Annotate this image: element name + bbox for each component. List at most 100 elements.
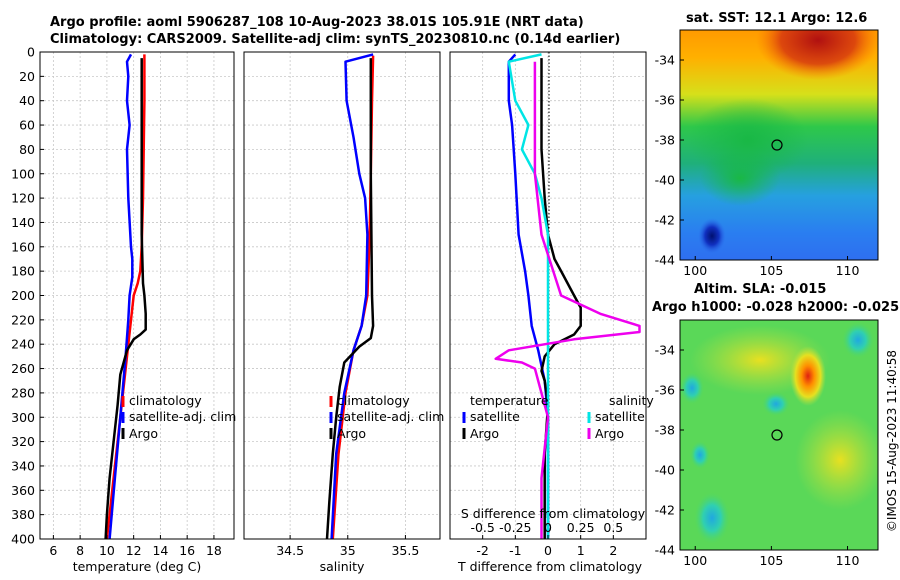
x-tick-label: 34.5 xyxy=(276,543,304,558)
map-y-tick-label: -38 xyxy=(655,423,675,438)
map-y-tick-label: -34 xyxy=(655,343,675,358)
map-x-tick-label: 100 xyxy=(683,263,707,278)
legend-heading-temperature: temperature xyxy=(470,393,549,408)
s-tick-label: -0.5 xyxy=(470,520,494,535)
x-tick-label: 16 xyxy=(179,543,195,558)
temperature-grid xyxy=(40,52,234,539)
difference-legend: temperature salinity satellite Argo sate… xyxy=(462,393,654,441)
salinity-x-label: salinity xyxy=(320,559,365,574)
map-y-tick-label: -44 xyxy=(655,543,675,558)
s-tick-label: 0.5 xyxy=(603,520,623,535)
salinity-frame xyxy=(243,51,441,540)
y-tick-label: 380 xyxy=(11,507,35,522)
y-tick-label: 320 xyxy=(11,434,35,449)
series-line-salinity-satellite xyxy=(507,53,550,539)
sla-low-patch-5 xyxy=(690,441,710,469)
depth-y-ticks: 0 20 40 60 80 100 120 140 160 180 200 220 240 260 280 3… xyxy=(11,45,44,547)
x-tick-label: 2 xyxy=(609,543,617,558)
y-tick-label: 400 xyxy=(11,532,35,547)
map-x-tick-label: 105 xyxy=(759,553,783,568)
temperature-legend: climatology satellite-adj. clim Argo xyxy=(121,393,236,441)
s-tick-label: -0.25 xyxy=(499,520,531,535)
series-line-argo xyxy=(104,58,147,539)
legend-label-t-argo: Argo xyxy=(470,426,499,441)
map-y-tick-label: -38 xyxy=(655,133,675,148)
sla-low-patch-4 xyxy=(842,322,874,358)
y-tick-label: 40 xyxy=(19,93,35,108)
series-line-satellite-adj-clim xyxy=(108,53,134,539)
x-tick-label: 8 xyxy=(76,543,84,558)
y-tick-label: 280 xyxy=(11,385,35,400)
y-tick-label: 100 xyxy=(11,166,35,181)
sla-map-title: Altim. SLA: -0.015 xyxy=(694,282,827,297)
x-tick-label: 35 xyxy=(340,543,356,558)
x-tick-label: 6 xyxy=(49,543,57,558)
y-tick-label: 80 xyxy=(19,142,35,157)
map-y-tick-label: -34 xyxy=(655,53,675,68)
y-tick-label: 140 xyxy=(11,215,35,230)
difference-panel: -2 -1 0 1 2 T difference from climatology S … xyxy=(449,51,654,574)
temperature-series xyxy=(104,53,147,539)
s-difference-label: S difference from climatology xyxy=(461,506,646,521)
argo-location-marker xyxy=(771,139,783,151)
x-tick-label: -2 xyxy=(476,543,488,558)
y-tick-label: 340 xyxy=(11,458,35,473)
y-tick-label: 240 xyxy=(11,337,35,352)
legend-label-t-satellite: satellite xyxy=(470,409,520,424)
y-tick-label: 20 xyxy=(19,69,35,84)
difference-x-ticks: -2 -1 0 1 2 xyxy=(476,535,617,558)
argo-location-marker xyxy=(771,429,783,441)
legend-label-s-satellite: satellite xyxy=(595,409,645,424)
legend-label-s-argo: Argo xyxy=(595,426,624,441)
map-x-tick-label: 110 xyxy=(836,263,860,278)
x-tick-label: 35.5 xyxy=(391,543,419,558)
salinity-grid xyxy=(244,52,440,539)
y-tick-label: 260 xyxy=(11,361,35,376)
y-tick-label: 160 xyxy=(11,239,35,254)
y-tick-label: 0 xyxy=(27,45,35,60)
legend-label-climatology: climatology xyxy=(337,393,410,408)
salinity-legend: climatology satellite-adj. clim Argo xyxy=(329,393,444,441)
y-tick-label: 220 xyxy=(11,312,35,327)
x-tick-label: 0 xyxy=(544,543,552,558)
x-tick-label: 10 xyxy=(99,543,115,558)
legend-label-argo: Argo xyxy=(337,426,366,441)
sla-high-patch xyxy=(790,346,826,406)
map-y-tick-label: -42 xyxy=(655,503,675,518)
sst-map-ticks: 100 105 110 -34 -36 -38 -40 -42 -44 xyxy=(655,53,860,279)
legend-label-satellite: satellite-adj. clim xyxy=(129,409,236,424)
y-tick-label: 120 xyxy=(11,191,35,206)
salinity-x-ticks: 34.5 35 35.5 xyxy=(276,535,419,558)
x-tick-label: 14 xyxy=(152,543,168,558)
s-difference-ticks: -0.5 -0.25 0 0.25 0.5 xyxy=(470,520,623,535)
sla-low-patch-2 xyxy=(762,392,790,416)
figure-title-line2: Climatology: CARS2009. Satellite-adj cli… xyxy=(50,32,621,47)
sla-map: 100 105 110 -34 -36 -38 -40 -42 -44 xyxy=(655,319,879,568)
sla-map-frame xyxy=(679,319,879,551)
sla-low-patch-3 xyxy=(680,372,704,404)
sst-map: 100 105 110 -34 -36 -38 -40 -42 -44 xyxy=(655,29,879,279)
map-x-tick-label: 100 xyxy=(683,553,707,568)
difference-x-label: T difference from climatology xyxy=(457,559,643,574)
legend-heading-salinity: salinity xyxy=(609,393,654,408)
sst-cold-patch xyxy=(698,218,726,254)
s-tick-label: 0.25 xyxy=(567,520,595,535)
map-y-tick-label: -40 xyxy=(655,173,675,188)
y-tick-label: 180 xyxy=(11,264,35,279)
map-y-tick-label: -42 xyxy=(655,213,675,228)
temperature-panel: 6 8 10 12 14 16 18 0 20 40 60 80 100 120 140 160 180 200… xyxy=(11,45,236,575)
difference-series xyxy=(494,53,641,539)
salinity-series xyxy=(325,53,375,539)
sla-low-patch xyxy=(694,492,730,544)
map-y-tick-label: -44 xyxy=(655,253,675,268)
series-line-salinity-argo xyxy=(494,61,641,539)
y-tick-label: 300 xyxy=(11,410,35,425)
map-y-tick-label: -36 xyxy=(655,383,675,398)
series-line-argo xyxy=(325,58,375,539)
legend-label-climatology: climatology xyxy=(129,393,202,408)
sst-green-patch-2 xyxy=(700,150,780,206)
figure-title-line1: Argo profile: aoml 5906287_108 10-Aug-20… xyxy=(50,15,584,30)
map-x-tick-label: 110 xyxy=(836,553,860,568)
map-x-tick-label: 105 xyxy=(759,263,783,278)
